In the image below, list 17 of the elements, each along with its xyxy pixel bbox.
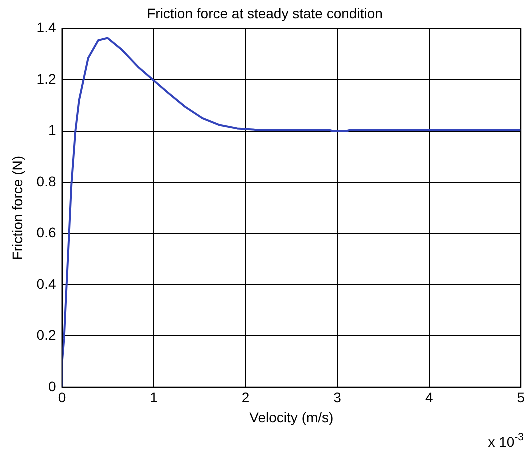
x-tick-label: 0 xyxy=(58,390,66,406)
x-tick-label: 3 xyxy=(334,390,342,406)
x-tick-label: 4 xyxy=(425,390,434,406)
y-tick-label: 0.4 xyxy=(36,276,56,292)
y-tick-label: 0.8 xyxy=(36,173,56,190)
chart-title: Friction force at steady state condition xyxy=(147,5,383,22)
x-tick-label: 5 xyxy=(517,390,526,406)
y-tick-label: 0 xyxy=(48,378,56,394)
y-tick-label: 0.2 xyxy=(36,327,56,344)
x-tick-label: 2 xyxy=(242,390,250,406)
y-tick-label: 1.4 xyxy=(36,20,56,36)
y-tick-label: 1.2 xyxy=(36,70,56,87)
y-tick-label: 0.6 xyxy=(36,224,56,241)
y-tick-label: 1 xyxy=(48,122,56,138)
x-tick-label: 1 xyxy=(150,390,158,406)
x-axis-title: Velocity (m/s) xyxy=(250,409,334,426)
y-axis-title: Friction force (N) xyxy=(9,156,26,260)
